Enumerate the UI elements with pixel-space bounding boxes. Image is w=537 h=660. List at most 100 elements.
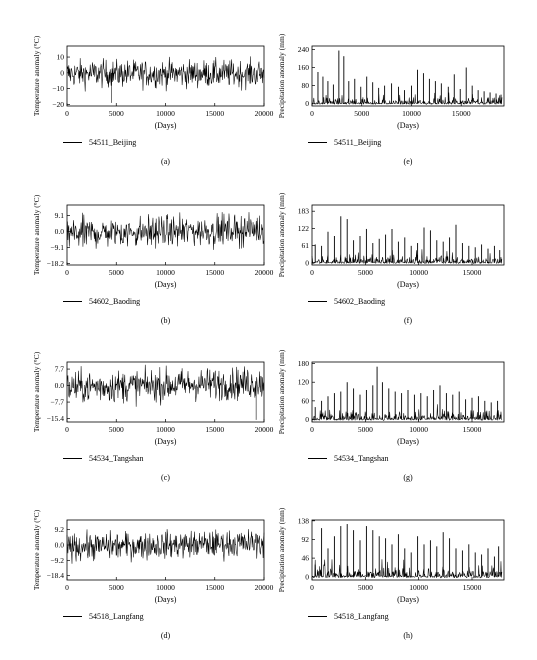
y-axis-label: Temperature anomaly (°C) [32,509,41,590]
x-tick-label: 0 [65,268,69,277]
x-tick-label: 15000 [205,583,224,592]
legend-label: 54511_Beijing [334,138,381,147]
x-tick-label: 5000 [358,425,373,434]
x-axis-label: (Days) [397,437,419,446]
y-tick-label: 10 [57,53,65,62]
panel-e: 240 160 80 00 5000 10000 15000 (Days) Precipitat… [277,33,505,166]
y-tick-label: 0.0 [55,227,65,236]
y-tick-label: 60 [302,396,310,405]
legend-label: 54518_Langfang [334,612,389,621]
y-axis-label: Temperature anomaly (°C) [32,351,41,432]
x-tick-label: 10000 [409,268,428,277]
x-tick-label: 0 [65,109,69,118]
y-tick-label: 0 [305,415,309,424]
x-tick-label: 5000 [354,109,369,118]
y-tick-label: 122 [298,224,310,233]
x-tick-label: 5000 [109,583,124,592]
x-tick-label: 0 [310,109,314,118]
panel-h: 138 92 46 00 5000 10000 15000 (Days) Precipitati… [277,507,505,640]
x-tick-label: 5000 [109,268,124,277]
y-tick-label: 138 [298,516,310,525]
x-tick-label: 0 [65,583,69,592]
x-tick-label: 0 [310,425,314,434]
panel-letter: (a) [161,157,170,166]
y-tick-label: −9.1 [50,243,64,252]
panel-b: 9.1 0.0 −9.1 −18.20 5000 10000 15000 20000 (Days… [32,194,274,325]
x-tick-label: 0 [65,425,69,434]
x-tick-label: 15000 [205,109,224,118]
series-line [66,364,265,420]
y-axis-label: Precipitation anomaly (mm) [277,507,286,592]
x-tick-label: 20000 [255,268,274,277]
legend-label: 54518_Langfang [89,612,144,621]
series-line [311,249,503,264]
panel-letter: (d) [161,631,171,640]
x-tick-label: 15000 [463,268,482,277]
y-tick-label: 0 [305,99,309,108]
panel-a: 100−10−200 5000 10000 15000 20000(Days)Tempe… [32,35,274,166]
plot-frame [311,45,505,107]
y-tick-label: −20 [52,100,64,109]
x-axis-label: (Days) [155,121,177,130]
legend-label: 54602_Baoding [89,297,140,306]
y-tick-label: 61 [302,241,310,250]
y-tick-label: 183 [298,207,310,216]
x-tick-label: 0 [310,583,314,592]
y-tick-label: −18.2 [47,259,65,268]
y-tick-label: 0.0 [55,541,65,550]
x-tick-label: 5000 [358,268,373,277]
panel-c: 7.7 0.0 −7.7 −15.40 5000 10000 15000 20000 (Days… [32,351,274,482]
y-tick-label: 0 [60,68,64,77]
x-tick-label: 0 [310,268,314,277]
x-tick-label: 15000 [463,583,482,592]
y-tick-label: 160 [298,63,310,72]
y-tick-label: 180 [298,359,310,368]
x-tick-label: 10000 [402,109,421,118]
x-tick-label: 20000 [255,109,274,118]
panel-letter: (h) [403,631,413,640]
plot-frame [311,361,505,423]
x-tick-label: 5000 [109,109,124,118]
y-tick-label: 0 [305,258,309,267]
y-axis-label: Precipitation anomaly (mm) [277,33,286,118]
y-tick-label: 80 [302,81,310,90]
plot-frame [311,519,505,581]
y-axis-label: Precipitation anomaly (mm) [277,192,286,277]
y-tick-label: 120 [298,378,310,387]
x-tick-label: 5000 [109,425,124,434]
x-tick-label: 15000 [205,268,224,277]
x-tick-label: 10000 [156,109,175,118]
y-tick-label: −7.7 [50,398,64,407]
y-tick-label: −10 [52,84,64,93]
y-tick-label: 9.2 [55,525,65,534]
x-tick-label: 20000 [255,425,274,434]
y-tick-label: 0.0 [55,381,65,390]
y-tick-label: −18.4 [47,571,65,580]
series-line [311,404,503,421]
x-tick-label: 15000 [463,425,482,434]
legend-label: 54534_Tangshan [89,454,144,463]
series-line [66,56,265,103]
panel-f: 183 122 61 00 5000 10000 15000 (Days) Precipitat… [277,192,505,325]
y-tick-label: 7.7 [55,365,65,374]
panel-letter: (f) [404,316,412,325]
x-tick-label: 10000 [156,268,175,277]
series-line [66,212,265,250]
legend-label: 54534_Tangshan [334,454,389,463]
panel-d: 9.2 0.0 −9.2 −18.40 5000 10000 15000 20000 (Days… [32,509,274,640]
y-tick-label: 9.1 [55,211,65,220]
x-tick-label: 5000 [358,583,373,592]
y-axis-label: Precipitation anomaly (mm) [277,349,286,434]
series-line [311,559,503,579]
x-axis-label: (Days) [397,280,419,289]
panel-letter: (c) [161,473,170,482]
plot-frame [311,204,505,266]
x-axis-label: (Days) [155,595,177,604]
x-axis-label: (Days) [155,280,177,289]
series-line [66,529,265,564]
x-tick-label: 15000 [452,109,471,118]
x-tick-label: 10000 [409,583,428,592]
y-tick-label: −15.4 [47,414,65,423]
y-axis-label: Temperature anomaly (°C) [32,194,41,275]
